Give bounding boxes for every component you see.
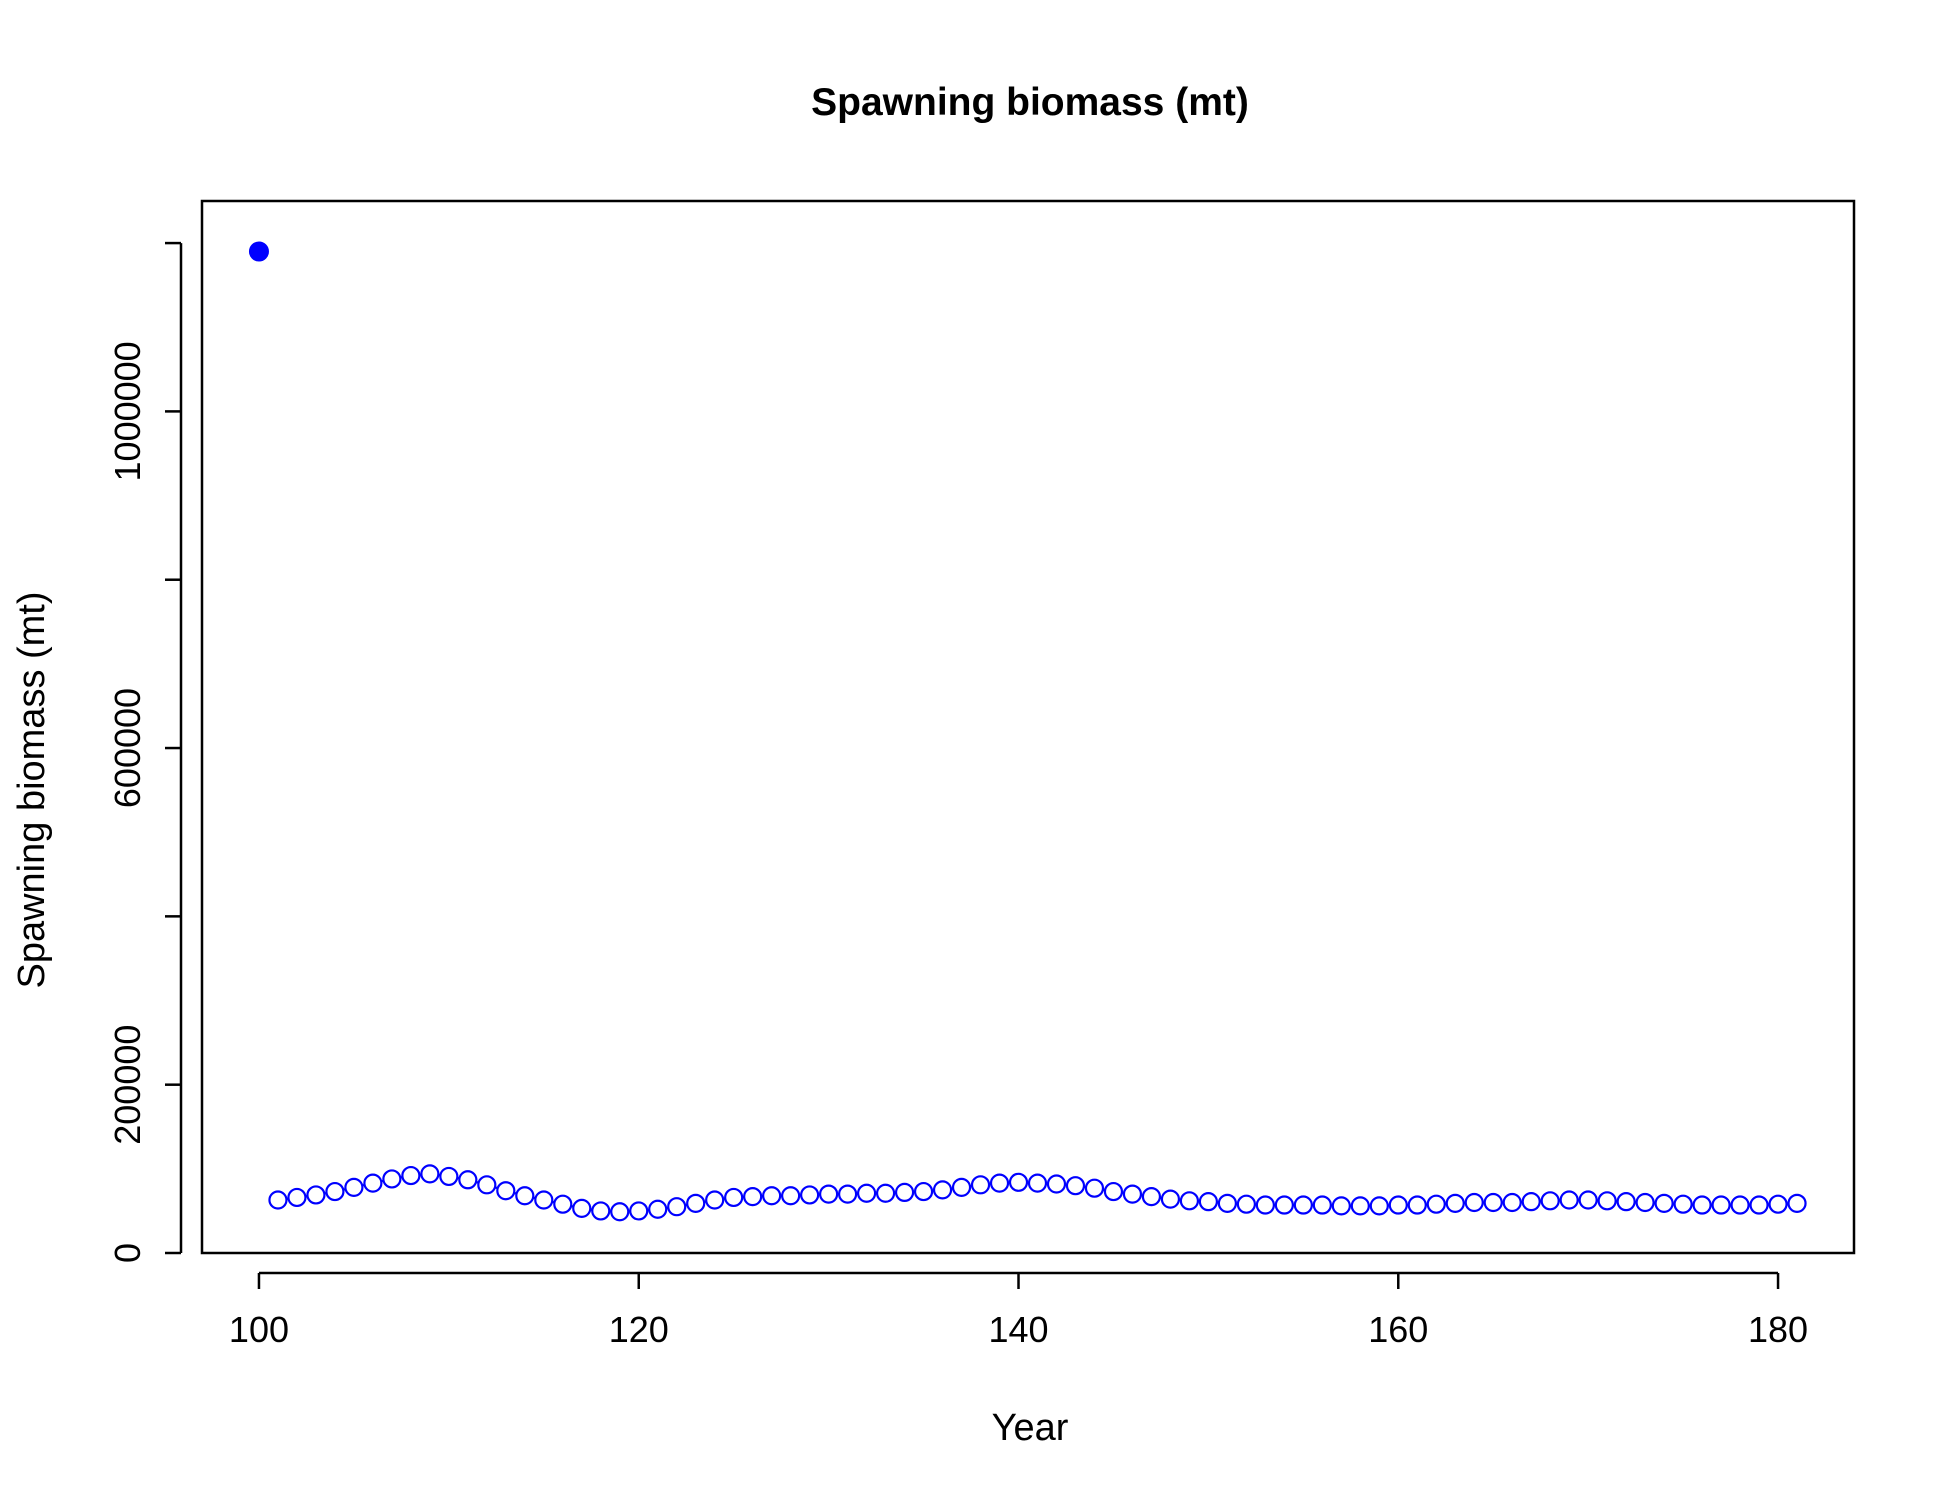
x-tick-label: 140 — [988, 1309, 1048, 1350]
x-tick-label: 180 — [1748, 1309, 1808, 1350]
y-axis-label: Spawning biomass (mt) — [11, 591, 53, 988]
chart-title: Spawning biomass (mt) — [811, 81, 1249, 124]
y-tick-label: 600000 — [107, 688, 148, 808]
x-tick-label: 160 — [1368, 1309, 1428, 1350]
series-0 — [249, 242, 268, 261]
x-tick-label: 120 — [609, 1309, 669, 1350]
y-tick-label: 1000000 — [107, 341, 148, 481]
y-tick-label: 0 — [107, 1243, 148, 1263]
y-tick-label: 200000 — [107, 1025, 148, 1145]
x-axis-label: Year — [992, 1407, 1069, 1449]
x-tick-label: 100 — [229, 1309, 289, 1350]
data-point — [249, 242, 268, 261]
